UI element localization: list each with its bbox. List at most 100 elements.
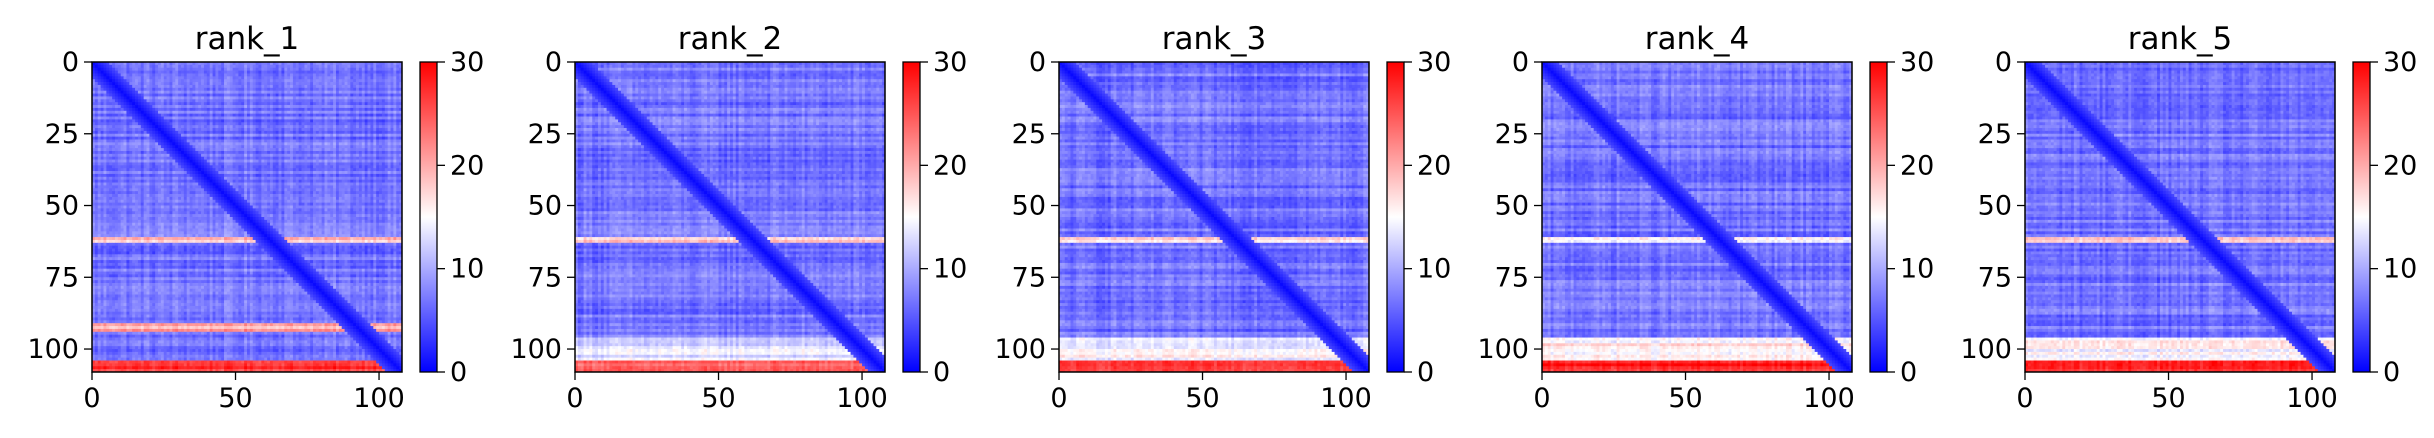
heatmap-cell [207, 76, 210, 79]
heatmap-cell [293, 68, 296, 71]
heatmap-cell [103, 73, 106, 76]
heatmap-cell [325, 73, 328, 76]
heatmap-cell [379, 71, 382, 74]
heatmap-cell [347, 73, 350, 76]
heatmap-cell [279, 65, 282, 68]
heatmap-cell [187, 73, 190, 76]
heatmap-cell [279, 73, 282, 76]
heatmap-cell [253, 71, 256, 74]
heatmap-cell [287, 71, 290, 74]
heatmap-cell [198, 68, 201, 71]
heatmap-cell [250, 68, 253, 71]
heatmap-cell [258, 71, 261, 74]
heatmap-cell [368, 71, 371, 74]
heatmap-cell [365, 73, 368, 76]
heatmap-cell [172, 73, 175, 76]
heatmap-cell [310, 68, 313, 71]
heatmap-cell [385, 73, 388, 76]
heatmap-cell [290, 65, 293, 68]
heatmap-cell [195, 71, 198, 74]
heatmap-cell [356, 68, 359, 71]
heatmap-cell [118, 65, 121, 68]
heatmap-cell [325, 68, 328, 71]
heatmap-cell [109, 65, 112, 68]
heatmap-cell [144, 68, 147, 71]
heatmap-cell [152, 65, 155, 68]
heatmap-cell [215, 68, 218, 71]
heatmap-cell [167, 76, 170, 79]
heatmap-cell [339, 65, 342, 68]
heatmap-cell [213, 76, 216, 79]
heatmap-cell [126, 71, 129, 74]
heatmap-cell [370, 65, 373, 68]
heatmap-cell [144, 73, 147, 76]
heatmap-cell [210, 65, 213, 68]
heatmap-cell [313, 65, 316, 68]
heatmap-cell [138, 68, 141, 71]
heatmap-cell [230, 73, 233, 76]
heatmap-cell [264, 65, 267, 68]
heatmap-cell [181, 71, 184, 74]
heatmap-cell [152, 71, 155, 74]
heatmap-cell [379, 73, 382, 76]
heatmap-cell [299, 71, 302, 74]
heatmap-cell [293, 65, 296, 68]
heatmap-cell [359, 65, 362, 68]
heatmap-cell [391, 71, 394, 74]
heatmap-cell [290, 68, 293, 71]
heatmap-cell [204, 76, 207, 79]
heatmap-cell [161, 65, 164, 68]
heatmap-cell [267, 73, 270, 76]
heatmap-cell [155, 68, 158, 71]
heatmap-cell [330, 73, 333, 76]
heatmap-cell [218, 68, 221, 71]
heatmap-cell [353, 71, 356, 74]
heatmap-cell [313, 73, 316, 76]
heatmap-cell [236, 65, 239, 68]
heatmap-cell [112, 65, 115, 68]
heatmap-cell [299, 65, 302, 68]
heatmap-cell [112, 71, 115, 74]
heatmap-cell [396, 68, 399, 71]
heatmap-cell [382, 73, 385, 76]
heatmap-cell [101, 73, 104, 76]
heatmap-cell [322, 71, 325, 74]
heatmap-cell [135, 71, 138, 74]
heatmap-cell [339, 71, 342, 74]
heatmap-cell [362, 68, 365, 71]
heatmap-cell [155, 76, 158, 79]
heatmap-cell [178, 71, 181, 74]
heatmap-cell [345, 68, 348, 71]
heatmap-cell [204, 68, 207, 71]
heatmap-cell [210, 73, 213, 76]
heatmap-cell [187, 68, 190, 71]
heatmap-cell [339, 68, 342, 71]
heatmap-cell [118, 73, 121, 76]
heatmap-cell [261, 68, 264, 71]
heatmap-cell [270, 65, 273, 68]
heatmap-cell [233, 71, 236, 74]
heatmap-cell [253, 68, 256, 71]
heatmap-cell [175, 76, 178, 79]
heatmap-cell [244, 65, 247, 68]
heatmap-cell [302, 65, 305, 68]
heatmap-cell [241, 65, 244, 68]
heatmap-cell [325, 71, 328, 74]
heatmap-cell [192, 65, 195, 68]
heatmap-cell [95, 68, 98, 71]
heatmap-cell [115, 68, 118, 71]
heatmap-cell [253, 73, 256, 76]
heatmap-cell [293, 71, 296, 74]
heatmap-cell [161, 73, 164, 76]
heatmap-cell [155, 73, 158, 76]
heatmap-cell [101, 71, 104, 74]
heatmap-cell [201, 65, 204, 68]
heatmap-cell [147, 71, 150, 74]
heatmap-cell [221, 68, 224, 71]
heatmap-cell [106, 65, 109, 68]
heatmap-cell [359, 68, 362, 71]
heatmap-cell [98, 65, 101, 68]
heatmap-cell [195, 76, 198, 79]
heatmap-cell [388, 73, 391, 76]
heatmap-cell [264, 73, 267, 76]
